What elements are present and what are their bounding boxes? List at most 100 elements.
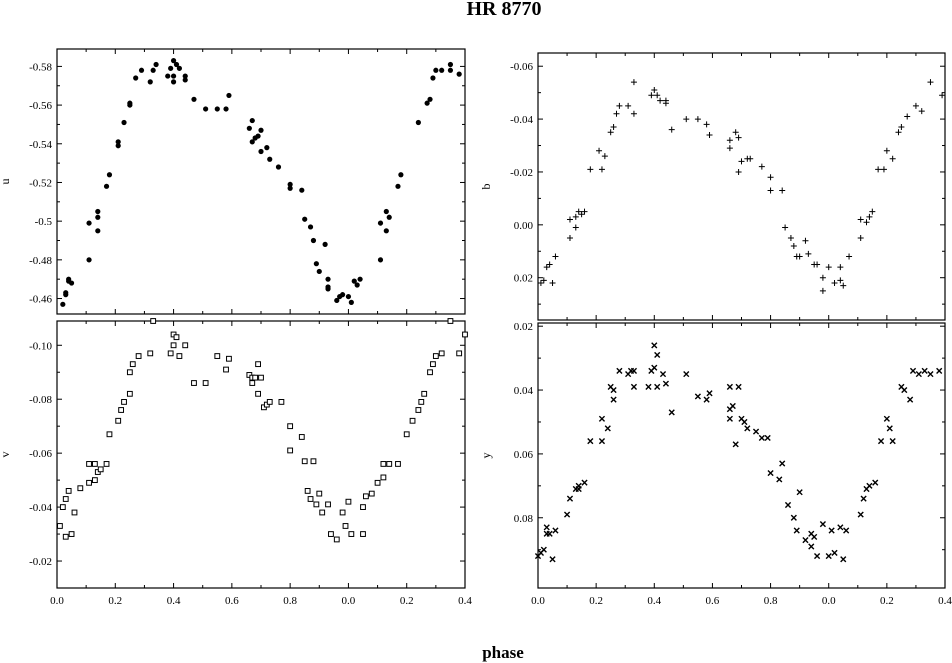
data-point [421, 390, 428, 397]
data-point [889, 155, 896, 162]
x-tick-label: 0.8 [283, 595, 297, 607]
data-point [616, 102, 623, 109]
data-point [106, 431, 113, 438]
data-point [249, 117, 255, 124]
data-point [354, 282, 360, 288]
data-point [153, 61, 159, 68]
data-point [625, 102, 632, 109]
data-point [333, 536, 340, 543]
data-point [439, 67, 445, 73]
data-point [447, 61, 454, 68]
data-point [182, 77, 188, 83]
data-point [173, 61, 180, 68]
y-axis-label: y [479, 453, 493, 459]
data-point [299, 187, 305, 193]
data-point [790, 242, 797, 249]
data-point [939, 92, 946, 99]
data-point [115, 417, 122, 424]
data-point [907, 396, 914, 403]
data-point [176, 65, 182, 71]
data-point [668, 126, 675, 133]
data-point [418, 399, 425, 405]
data-point [703, 396, 710, 403]
y-tick-label: -0.48 [29, 255, 52, 267]
data-point [325, 276, 331, 282]
data-point [837, 524, 844, 531]
data-point [802, 537, 809, 544]
data-point [828, 527, 835, 534]
data-point [103, 183, 110, 189]
y-tick-label: -0.46 [29, 294, 52, 306]
panel-top-left: -0.58 -0.56 -0.54 -0.52 -0.5 -0.48 -0.46 u [0, 48, 466, 315]
data-point [383, 208, 389, 215]
data-point [831, 279, 838, 286]
data-point [694, 393, 701, 400]
data-point [173, 334, 180, 341]
data-point [659, 370, 667, 378]
data-point [167, 350, 174, 357]
data-point [258, 127, 264, 133]
data-point [779, 187, 786, 194]
data-point [630, 367, 638, 374]
data-point [77, 485, 84, 492]
data-point [60, 301, 66, 307]
data-point [377, 257, 384, 263]
data-point [301, 458, 308, 465]
data-point [863, 219, 870, 226]
y-tick-label: 0.00 [514, 220, 534, 232]
data-point [741, 418, 748, 426]
data-point [787, 235, 794, 242]
y-tick-label: -0.54 [29, 139, 52, 151]
data-point [86, 220, 92, 226]
data-point [694, 116, 701, 123]
data-point [752, 428, 760, 435]
data-point [348, 299, 354, 305]
data-point [298, 434, 305, 440]
data-point [258, 148, 264, 155]
data-point [462, 331, 468, 338]
data-point [613, 110, 620, 117]
data-point [875, 166, 882, 173]
data-point [255, 133, 261, 139]
data-point [150, 67, 156, 73]
data-point [118, 407, 125, 413]
data-point [654, 383, 661, 390]
data-point [747, 155, 754, 162]
data-point [424, 100, 430, 106]
data-point [819, 521, 826, 528]
data-point [182, 73, 188, 79]
data-point [706, 131, 713, 138]
plot-frame [537, 322, 946, 589]
data-point [813, 552, 821, 560]
data-point [683, 370, 690, 378]
data-point [654, 92, 661, 99]
data-point [805, 250, 812, 257]
data-point [790, 514, 797, 521]
y-tick-label: -0.04 [29, 502, 52, 514]
data-point [97, 466, 104, 473]
data-point [607, 129, 614, 136]
data-point [377, 220, 384, 226]
data-point [95, 208, 101, 215]
x-tick-label: 0.0 [342, 595, 356, 607]
data-point [252, 374, 259, 381]
data-point [886, 425, 893, 432]
data-point [226, 355, 232, 362]
data-point [135, 353, 142, 359]
data-point [316, 268, 322, 275]
data-point [334, 297, 340, 304]
x-tick-label: 0.0 [531, 595, 545, 607]
x-tick-label: 0.0 [50, 595, 64, 607]
panel-bottom-left: 0.0 0.2 0.4 0.6 0.8 0.0 0.2 0.4 -0.10 -0.08 -0.06 -… [0, 318, 472, 607]
data-point [275, 164, 282, 170]
data-point [566, 235, 573, 242]
x-tick-label: 0.6 [706, 595, 720, 607]
data-point [91, 477, 98, 484]
data-point [106, 172, 113, 178]
data-point [310, 237, 317, 244]
data-point [380, 461, 387, 467]
data-point [825, 264, 832, 271]
data-point [549, 279, 556, 286]
data-point [68, 531, 75, 537]
data-point [447, 67, 454, 73]
